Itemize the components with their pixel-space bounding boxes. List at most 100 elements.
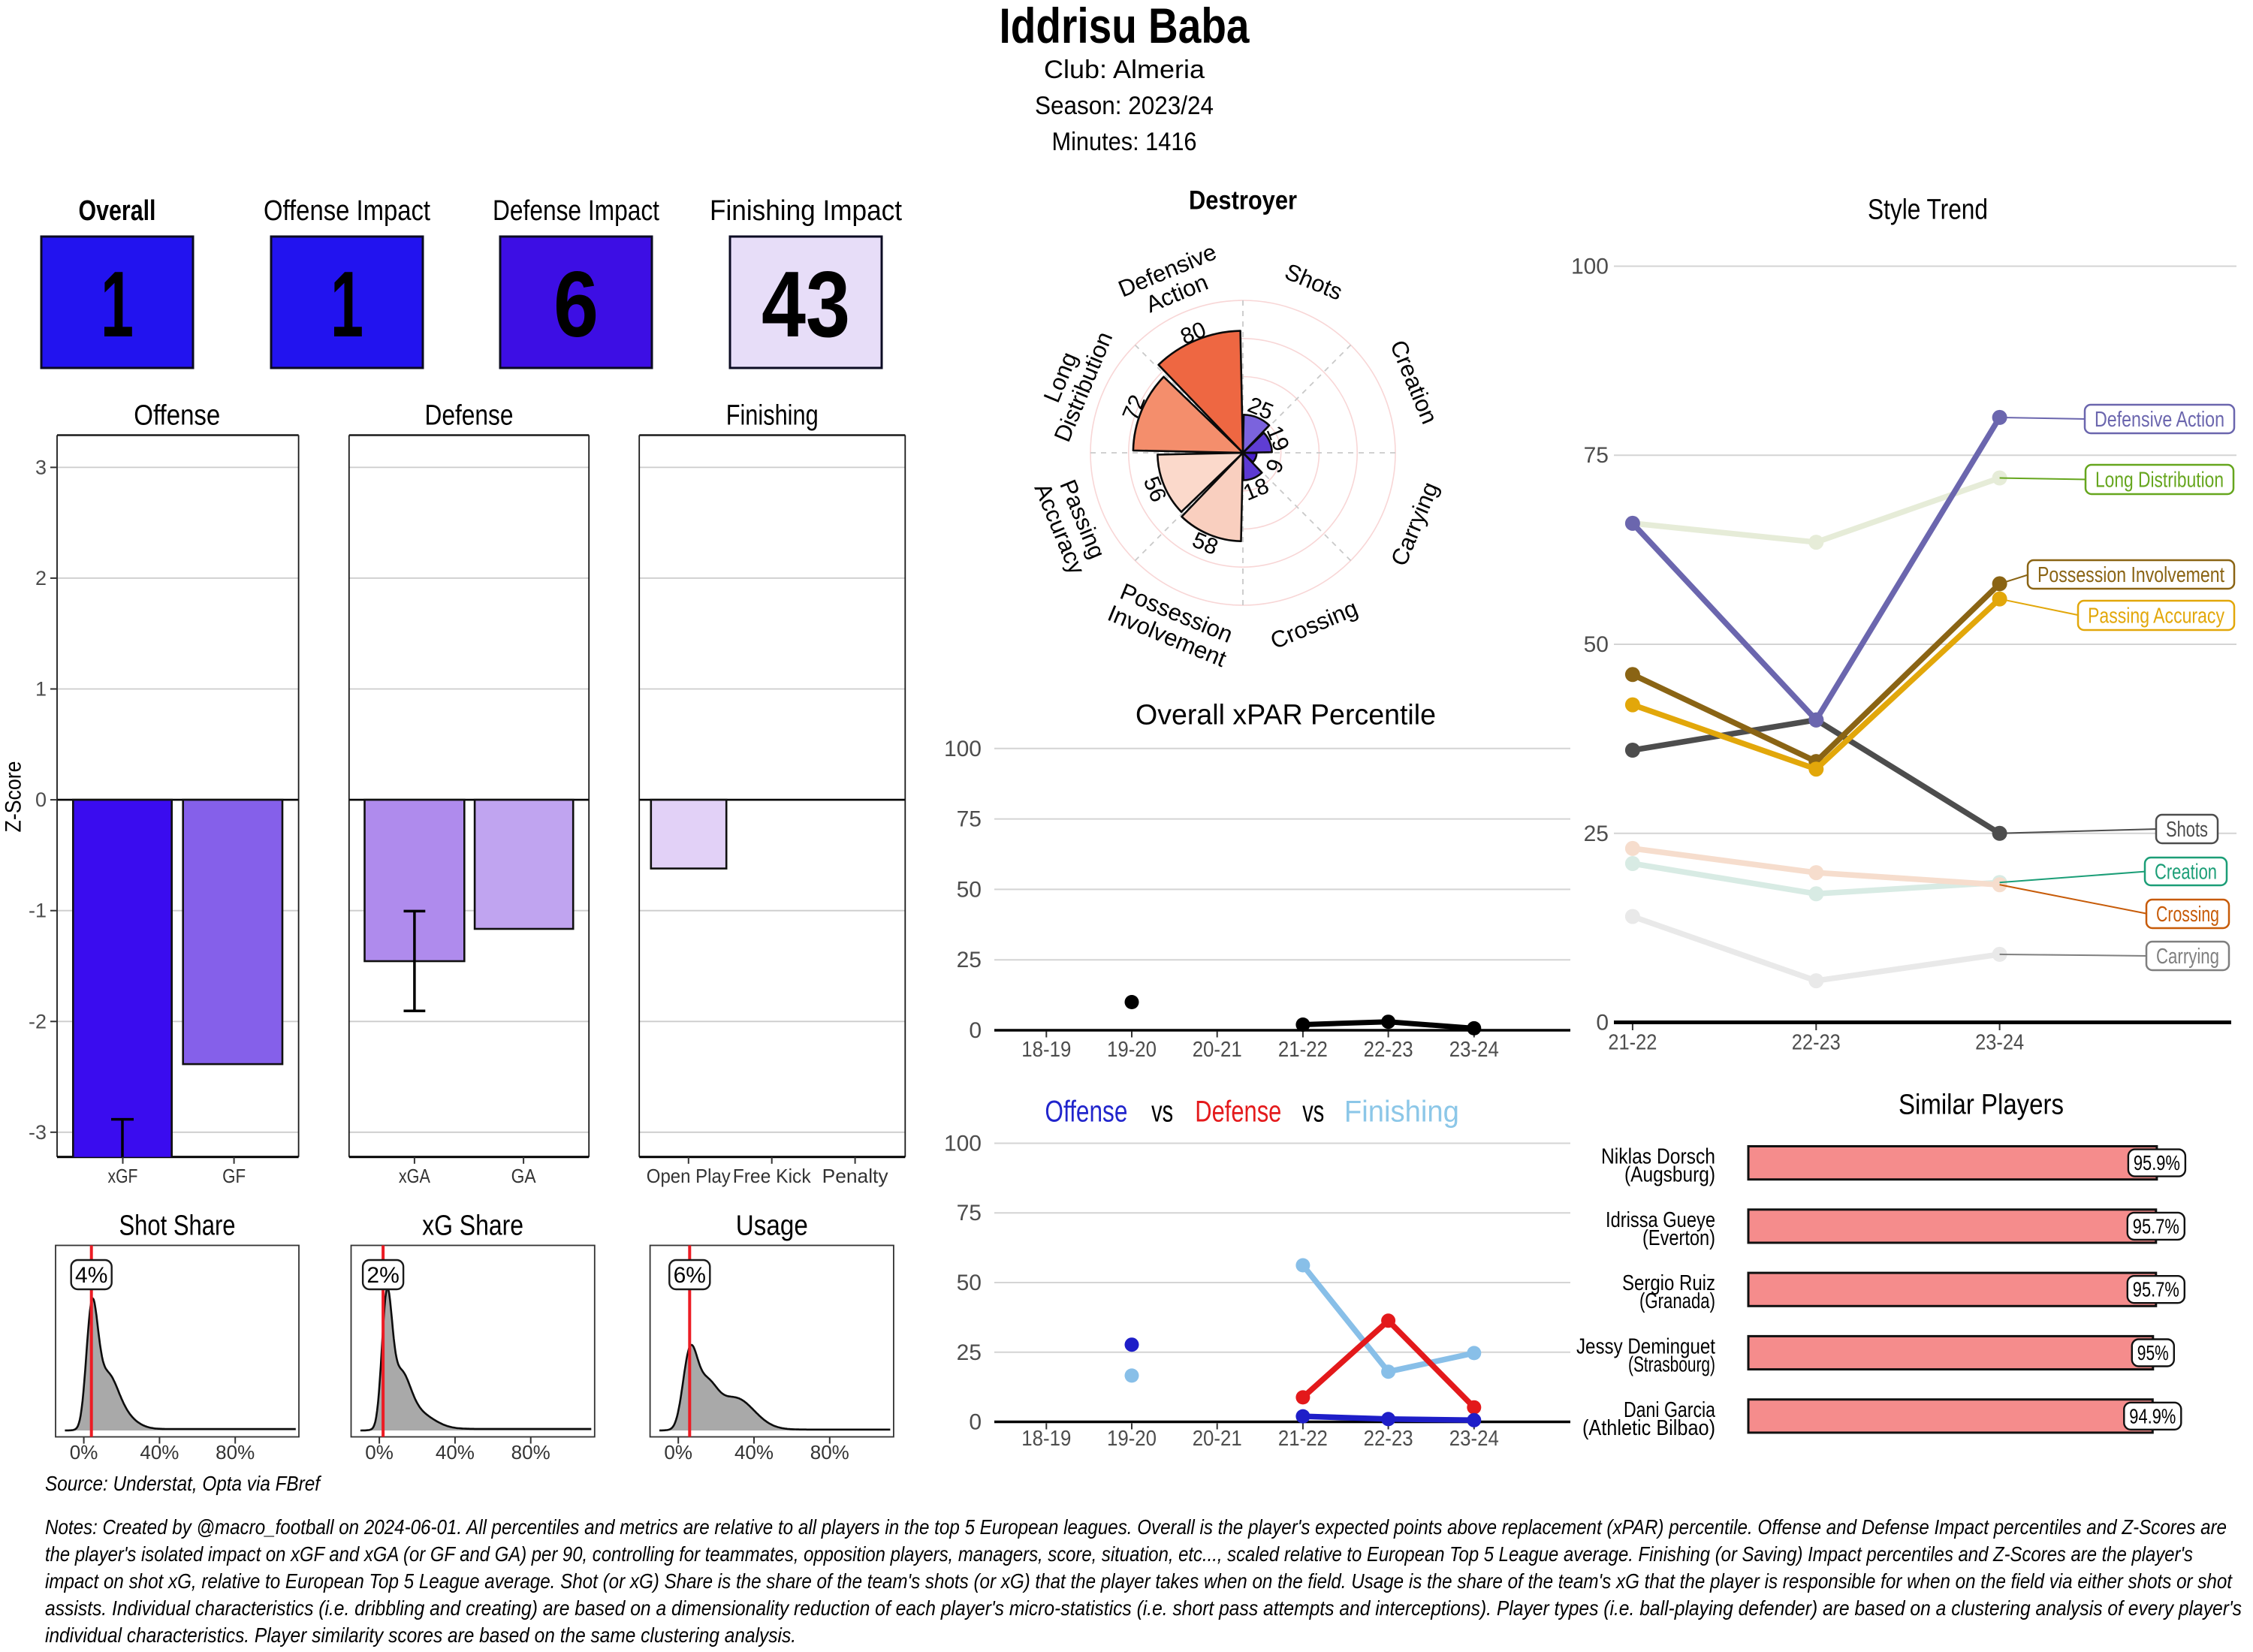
svg-text:0%: 0% bbox=[664, 1441, 692, 1464]
svg-text:Club: Almeria: Club: Almeria bbox=[1044, 56, 1205, 84]
svg-text:-1: -1 bbox=[29, 900, 47, 922]
svg-text:80%: 80% bbox=[810, 1441, 849, 1464]
svg-text:2: 2 bbox=[35, 567, 47, 589]
svg-text:21-22: 21-22 bbox=[1278, 1427, 1328, 1451]
svg-text:4%: 4% bbox=[75, 1263, 107, 1288]
svg-text:20-21: 20-21 bbox=[1193, 1427, 1242, 1451]
svg-text:19-20: 19-20 bbox=[1107, 1427, 1157, 1451]
svg-text:Usage: Usage bbox=[736, 1210, 808, 1241]
svg-text:Open Play: Open Play bbox=[647, 1165, 731, 1187]
svg-text:Z-Score: Z-Score bbox=[1, 761, 26, 833]
svg-text:Long Distribution: Long Distribution bbox=[2095, 469, 2224, 493]
svg-text:23-24: 23-24 bbox=[1449, 1427, 1499, 1451]
svg-text:Finishing: Finishing bbox=[726, 399, 819, 431]
svg-text:GF: GF bbox=[222, 1165, 246, 1187]
svg-text:18-19: 18-19 bbox=[1021, 1038, 1071, 1062]
svg-text:vs: vs bbox=[1302, 1096, 1324, 1129]
svg-text:Defense: Defense bbox=[425, 399, 514, 431]
svg-text:(Granada): (Granada) bbox=[1639, 1289, 1715, 1313]
svg-text:Possession Involvement: Possession Involvement bbox=[2037, 563, 2224, 587]
svg-text:80%: 80% bbox=[216, 1441, 255, 1464]
svg-text:6%: 6% bbox=[674, 1263, 706, 1288]
svg-text:43: 43 bbox=[762, 253, 850, 357]
svg-text:DefensiveAction: DefensiveAction bbox=[1114, 238, 1229, 325]
svg-text:Shot Share: Shot Share bbox=[119, 1210, 236, 1241]
svg-text:21-22: 21-22 bbox=[1608, 1031, 1657, 1055]
svg-text:94.9%: 94.9% bbox=[2129, 1404, 2176, 1427]
svg-text:Free Kick: Free Kick bbox=[733, 1165, 812, 1187]
svg-text:Finishing: Finishing bbox=[1344, 1096, 1459, 1129]
svg-text:impact on shot xG, relative to: impact on shot xG, relative to European … bbox=[45, 1569, 2233, 1593]
svg-text:xGF: xGF bbox=[108, 1165, 138, 1187]
svg-text:Offense Impact: Offense Impact bbox=[264, 195, 430, 227]
svg-text:2%: 2% bbox=[366, 1263, 399, 1288]
svg-text:Offense: Offense bbox=[134, 399, 220, 431]
svg-text:25: 25 bbox=[957, 1340, 982, 1365]
svg-text:Style Trend: Style Trend bbox=[1868, 194, 1988, 226]
svg-text:(Athletic Bilbao): (Athletic Bilbao) bbox=[1582, 1416, 1715, 1440]
svg-text:-2: -2 bbox=[29, 1010, 47, 1032]
svg-text:Passing Accuracy: Passing Accuracy bbox=[2088, 604, 2224, 629]
svg-text:22-23: 22-23 bbox=[1364, 1038, 1413, 1062]
svg-text:Overall: Overall bbox=[79, 195, 156, 227]
svg-text:(Strasbourg): (Strasbourg) bbox=[1628, 1353, 1715, 1377]
svg-text:Overall xPAR Percentile: Overall xPAR Percentile bbox=[1136, 699, 1436, 731]
svg-text:50: 50 bbox=[957, 1271, 982, 1295]
svg-text:95.7%: 95.7% bbox=[2133, 1278, 2179, 1301]
svg-text:0: 0 bbox=[969, 1410, 982, 1435]
svg-text:0: 0 bbox=[35, 788, 47, 811]
svg-text:assists. Individual characteri: assists. Individual characteristics (i.e… bbox=[45, 1596, 2242, 1620]
svg-text:Shots: Shots bbox=[1281, 258, 1347, 306]
svg-text:0: 0 bbox=[969, 1018, 982, 1043]
svg-text:50: 50 bbox=[957, 877, 982, 902]
svg-text:0%: 0% bbox=[365, 1441, 394, 1464]
svg-text:xGA: xGA bbox=[399, 1165, 431, 1187]
svg-text:3: 3 bbox=[35, 456, 47, 478]
svg-text:Notes: Created by @macro_footb: Notes: Created by @macro_football on 202… bbox=[45, 1515, 2227, 1539]
svg-text:20-21: 20-21 bbox=[1193, 1038, 1242, 1062]
svg-text:22-23: 22-23 bbox=[1792, 1031, 1841, 1055]
svg-text:100: 100 bbox=[944, 737, 982, 761]
svg-text:Idrissa Gueye: Idrissa Gueye bbox=[1606, 1208, 1715, 1232]
svg-text:Creation: Creation bbox=[2155, 861, 2217, 885]
svg-text:Sergio Ruiz: Sergio Ruiz bbox=[1622, 1271, 1715, 1295]
svg-text:0: 0 bbox=[1596, 1011, 1609, 1036]
svg-text:Dani Garcia: Dani Garcia bbox=[1624, 1398, 1715, 1422]
svg-text:23-24: 23-24 bbox=[1975, 1031, 2024, 1055]
svg-text:Defense: Defense bbox=[1195, 1096, 1281, 1129]
svg-text:Carrying: Carrying bbox=[2156, 945, 2219, 969]
svg-text:Minutes: 1416: Minutes: 1416 bbox=[1052, 128, 1197, 156]
svg-text:(Everton): (Everton) bbox=[1642, 1226, 1715, 1250]
svg-text:18-19: 18-19 bbox=[1021, 1427, 1071, 1451]
svg-text:40%: 40% bbox=[436, 1441, 475, 1464]
svg-text:(Augsburg): (Augsburg) bbox=[1624, 1163, 1715, 1187]
svg-text:Iddrisu Baba: Iddrisu Baba bbox=[1000, 0, 1250, 53]
svg-text:9: 9 bbox=[1262, 456, 1289, 477]
svg-text:Niklas Dorsch: Niklas Dorsch bbox=[1601, 1145, 1715, 1169]
svg-text:40%: 40% bbox=[140, 1441, 179, 1464]
svg-text:25: 25 bbox=[1584, 821, 1609, 846]
svg-text:75: 75 bbox=[1584, 443, 1609, 468]
svg-text:Creation: Creation bbox=[1385, 336, 1443, 428]
svg-text:Crossing: Crossing bbox=[1266, 595, 1361, 654]
svg-text:50: 50 bbox=[1584, 632, 1609, 657]
svg-text:40%: 40% bbox=[734, 1441, 774, 1464]
svg-text:Carrying: Carrying bbox=[1386, 478, 1443, 570]
svg-text:xG Share: xG Share bbox=[422, 1210, 523, 1241]
svg-text:-3: -3 bbox=[29, 1121, 47, 1144]
svg-text:Shots: Shots bbox=[2166, 818, 2208, 842]
svg-text:Jessy Deminguet: Jessy Deminguet bbox=[1576, 1335, 1715, 1359]
svg-text:6: 6 bbox=[553, 253, 599, 357]
svg-text:100: 100 bbox=[1571, 255, 1609, 279]
svg-text:Destroyer: Destroyer bbox=[1189, 186, 1297, 216]
svg-text:Finishing Impact: Finishing Impact bbox=[710, 195, 902, 227]
svg-text:75: 75 bbox=[957, 1201, 982, 1225]
svg-text:1: 1 bbox=[330, 253, 363, 357]
svg-text:LongDistribution: LongDistribution bbox=[1026, 318, 1117, 445]
svg-text:PossessionInvolvement: PossessionInvolvement bbox=[1104, 577, 1240, 672]
svg-text:100: 100 bbox=[944, 1132, 982, 1156]
svg-text:19-20: 19-20 bbox=[1107, 1038, 1157, 1062]
svg-text:0%: 0% bbox=[70, 1441, 98, 1464]
svg-text:80%: 80% bbox=[511, 1441, 550, 1464]
svg-text:Crossing: Crossing bbox=[2156, 903, 2219, 927]
